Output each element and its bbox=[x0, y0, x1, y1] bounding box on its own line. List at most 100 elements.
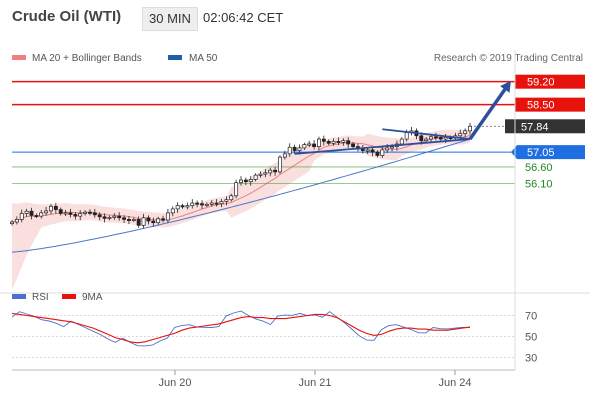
candle bbox=[248, 179, 253, 183]
candle bbox=[341, 140, 346, 143]
rsi-legend-label: RSI bbox=[32, 292, 49, 303]
candle bbox=[380, 149, 385, 156]
triangle-lower-trendline bbox=[294, 138, 471, 155]
candle bbox=[273, 169, 278, 173]
candle bbox=[136, 219, 141, 226]
candle bbox=[122, 217, 127, 220]
candle bbox=[117, 215, 122, 219]
candle bbox=[131, 219, 136, 221]
candle bbox=[385, 147, 390, 151]
candle bbox=[10, 221, 14, 225]
candle bbox=[429, 136, 433, 140]
candle bbox=[424, 138, 429, 142]
candle bbox=[292, 146, 297, 151]
candle bbox=[253, 174, 258, 180]
candle bbox=[404, 132, 409, 140]
candle bbox=[156, 218, 161, 224]
candle bbox=[49, 205, 53, 212]
copyright-label: Research © 2019 Trading Central bbox=[434, 53, 583, 64]
candle bbox=[97, 214, 102, 218]
candle bbox=[204, 203, 209, 206]
candle bbox=[360, 148, 365, 151]
candle bbox=[165, 212, 170, 221]
rsi-tick-30: 30 bbox=[525, 353, 537, 365]
candle bbox=[239, 179, 243, 184]
candle bbox=[365, 149, 370, 152]
candle bbox=[107, 217, 112, 219]
rsi-line bbox=[11, 310, 471, 347]
candle bbox=[336, 141, 341, 143]
resistance-tag-59.20 bbox=[515, 74, 585, 89]
candle bbox=[331, 141, 336, 144]
candle bbox=[390, 146, 394, 149]
x-tick-label: Jun 20 bbox=[158, 377, 191, 389]
ma50-line bbox=[11, 138, 471, 253]
pivot-tag bbox=[511, 145, 585, 160]
candle bbox=[443, 137, 448, 140]
candle bbox=[58, 209, 63, 214]
support-label-56.60: 56.60 bbox=[525, 162, 553, 174]
candle bbox=[258, 173, 263, 176]
projection-arrow-head bbox=[500, 80, 511, 93]
rsi-tick-70: 70 bbox=[525, 311, 537, 323]
candle bbox=[102, 216, 107, 219]
candle bbox=[302, 144, 307, 149]
candle bbox=[14, 219, 19, 223]
candle bbox=[190, 202, 195, 206]
candle bbox=[399, 138, 404, 145]
candle bbox=[346, 140, 351, 145]
instrument-title: Crude Oil (WTI) bbox=[12, 8, 122, 25]
candle bbox=[278, 156, 282, 173]
candle bbox=[458, 133, 463, 137]
candle bbox=[219, 201, 224, 205]
support-label-56.10: 56.10 bbox=[525, 178, 553, 190]
ma20-legend-swatch bbox=[12, 55, 26, 60]
candle bbox=[234, 182, 239, 197]
rsi-ma-legend-label: 9MA bbox=[82, 292, 103, 303]
rsi-tick-50: 50 bbox=[525, 332, 537, 344]
triangle-upper-trendline bbox=[382, 128, 471, 140]
candle bbox=[209, 202, 214, 205]
candle bbox=[19, 213, 24, 220]
candle bbox=[243, 179, 248, 183]
candle bbox=[141, 217, 146, 226]
resistance-tag-58.50 bbox=[515, 97, 585, 112]
candle bbox=[88, 211, 92, 214]
timeframe-badge[interactable]: 30 MIN bbox=[142, 7, 198, 31]
candle bbox=[263, 172, 268, 175]
bollinger-band bbox=[12, 128, 470, 290]
pivot-label: 57.05 bbox=[527, 147, 555, 159]
x-tick-label: Jun 24 bbox=[438, 377, 471, 389]
candle bbox=[375, 151, 380, 156]
candle bbox=[146, 217, 151, 222]
candle bbox=[224, 199, 229, 202]
candle bbox=[112, 215, 117, 218]
candle bbox=[126, 219, 131, 221]
rsi-ma-legend-swatch bbox=[62, 294, 76, 299]
candle bbox=[44, 210, 49, 214]
candle bbox=[68, 212, 73, 215]
last-price-label: 57.84 bbox=[521, 121, 549, 133]
candle bbox=[200, 203, 204, 206]
candle bbox=[229, 195, 234, 201]
x-tick-label: Jun 21 bbox=[298, 377, 331, 389]
candle bbox=[24, 210, 29, 214]
candle bbox=[39, 212, 44, 217]
candle bbox=[312, 143, 317, 147]
rsi-legend-swatch bbox=[12, 294, 26, 299]
candle bbox=[321, 138, 326, 142]
candle bbox=[307, 143, 312, 146]
resistance-label-59.20: 59.20 bbox=[527, 77, 555, 89]
candle bbox=[170, 208, 175, 214]
rsi-9ma-line bbox=[11, 312, 471, 344]
candle bbox=[78, 213, 83, 217]
candle bbox=[92, 212, 97, 216]
candle bbox=[287, 146, 292, 155]
candle bbox=[175, 205, 180, 210]
candle bbox=[53, 205, 58, 210]
candle bbox=[370, 149, 375, 153]
chart-header: Crude Oil (WTI) 30 MIN 02:06:42 CET bbox=[0, 0, 590, 36]
last-price-tag bbox=[505, 119, 585, 134]
candle bbox=[419, 135, 424, 142]
